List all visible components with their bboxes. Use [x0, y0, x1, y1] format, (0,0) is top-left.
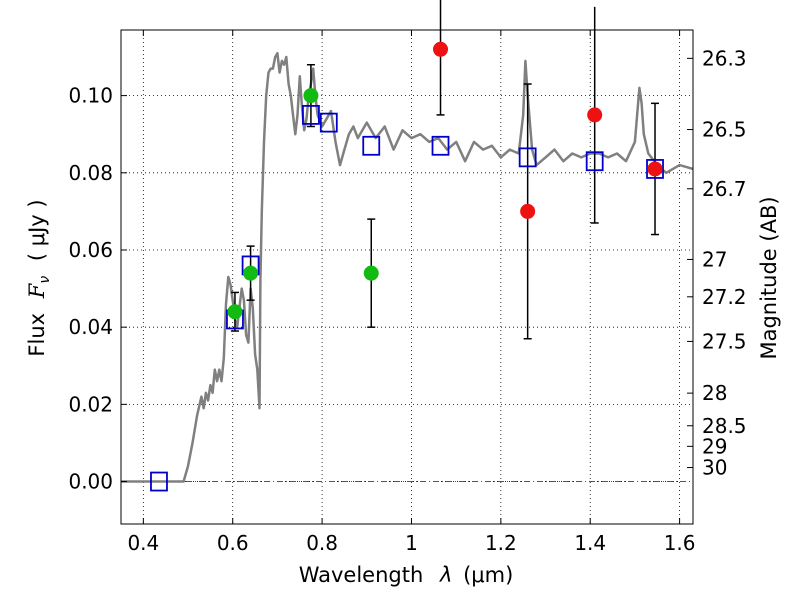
x-axis-title-unit: (μm) [463, 563, 513, 587]
x-tick-label: 0.6 [217, 531, 249, 555]
mag-tick-label: 27 [702, 247, 727, 271]
mag-tick-label: 27.5 [702, 329, 747, 353]
mag-tick-label: 26.7 [702, 177, 747, 201]
mag-tick-label: 28.5 [702, 414, 747, 438]
y-tick-label: 0.00 [68, 470, 113, 494]
model-point [302, 105, 320, 125]
mag-tick-label: 26.3 [702, 46, 747, 70]
y-axis-title-unit: ( μJy ) [25, 199, 49, 261]
x-axis-title-text: Wavelength [299, 563, 424, 587]
mag-tick-label: 27.2 [702, 285, 747, 309]
model-point [319, 112, 338, 133]
model-spectrum-line [121, 51, 694, 483]
model-point [518, 147, 537, 168]
model-spectrum [121, 51, 694, 483]
y-tick-label: 0.10 [68, 84, 113, 108]
y-axis-title-sub: ν [37, 276, 53, 284]
mag-tick-label: 30 [702, 456, 727, 480]
y-axis-title-symbol: F [25, 282, 49, 299]
x-tick-label: 1.2 [485, 531, 517, 555]
model-point [431, 135, 450, 156]
model-point [150, 471, 168, 492]
y-tick-label: 0.08 [68, 161, 113, 185]
detection-point [303, 88, 319, 104]
y-axis-title: Flux Fν ( μJy ) [25, 199, 54, 356]
mag-tick-label: 29 [702, 434, 727, 458]
nir-point [433, 41, 449, 57]
y2-axis-title: Magnitude (AB) [757, 196, 781, 359]
x-tick-label: 0.4 [127, 531, 159, 555]
nir-point [587, 107, 603, 123]
x-axis-title: Wavelength λ (μm) [299, 563, 514, 587]
x-tick-label: 0.8 [306, 531, 338, 555]
nir-point [520, 203, 536, 219]
detection-point [227, 304, 243, 320]
mag-tick-label: 26.5 [702, 118, 747, 142]
plot-frame [120, 29, 694, 525]
y-tick-label: 0.06 [68, 238, 113, 262]
mag-tick-label: 28 [702, 381, 727, 405]
grid [121, 30, 693, 524]
x-tick-label: 1.6 [664, 531, 696, 555]
y-tick-label: 0.04 [68, 315, 113, 339]
model-point [585, 151, 604, 172]
ticks: 0.4 0.6 0.8 1 1.2 1.4 1.6 0.00 0.02 0.04 0.06 0.08 0… [68, 30, 747, 555]
model-point [362, 135, 381, 156]
detection-point [363, 265, 379, 281]
model-point [646, 159, 664, 179]
x-tick-label: 1.4 [574, 531, 606, 555]
y-axis-title-text: Flux [25, 313, 49, 357]
x-tick-label: 1 [405, 531, 418, 555]
detection-point [243, 265, 259, 281]
points [150, 41, 664, 492]
x-axis-title-lambda: λ [439, 563, 452, 587]
nir-point [647, 161, 663, 177]
y-tick-label: 0.02 [68, 392, 113, 416]
